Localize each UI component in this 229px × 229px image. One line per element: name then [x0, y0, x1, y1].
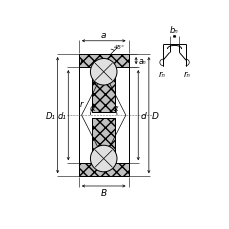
Polygon shape	[79, 164, 128, 177]
Text: D: D	[151, 111, 158, 120]
Text: B: B	[100, 188, 106, 197]
Circle shape	[90, 59, 117, 86]
Text: bₙ: bₙ	[169, 26, 178, 35]
Polygon shape	[92, 68, 115, 112]
Text: rₙ: rₙ	[183, 69, 190, 78]
Text: 45°: 45°	[114, 45, 125, 50]
Text: D₁: D₁	[46, 111, 55, 120]
Text: d₁: d₁	[57, 111, 66, 120]
Text: rₙ: rₙ	[158, 69, 165, 78]
Text: aₙ: aₙ	[138, 57, 145, 66]
Text: a: a	[101, 30, 106, 39]
Polygon shape	[79, 55, 128, 68]
Circle shape	[90, 146, 117, 172]
Text: r: r	[79, 100, 83, 109]
Text: α: α	[89, 103, 95, 112]
Text: d: d	[140, 111, 145, 120]
Polygon shape	[92, 119, 115, 164]
Text: r: r	[79, 58, 83, 67]
Text: α: α	[112, 103, 117, 112]
